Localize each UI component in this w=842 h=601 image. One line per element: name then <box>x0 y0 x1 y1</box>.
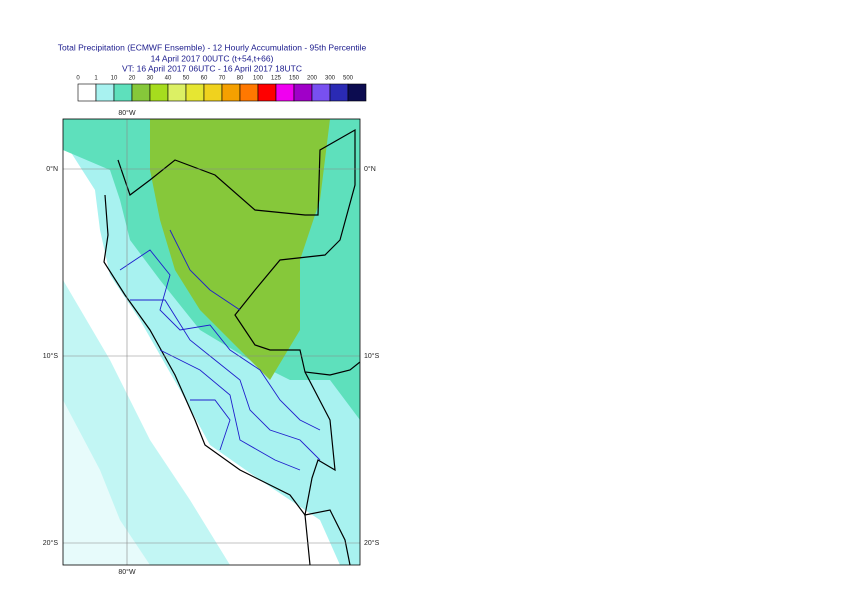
lon-label: 80°W <box>118 109 136 117</box>
legend-swatch <box>95 83 115 102</box>
legend-swatch <box>221 83 241 102</box>
lon-label: 80°W <box>118 568 136 576</box>
legend-level: 10 <box>111 76 118 82</box>
legend-level: 300 <box>325 76 336 82</box>
legend-swatch <box>77 83 97 102</box>
legend-swatch <box>113 83 133 102</box>
legend-level: 150 <box>289 76 300 82</box>
legend-swatch <box>275 83 295 102</box>
legend-level: 40 <box>165 76 172 82</box>
legend-level: 125 <box>271 76 282 82</box>
legend-level: 20 <box>129 76 136 82</box>
lat-label: 10°S <box>43 352 59 360</box>
legend-swatch <box>347 83 367 102</box>
legend-swatch <box>185 83 205 102</box>
legend-swatch <box>149 83 169 102</box>
legend-level: 100 <box>253 76 264 82</box>
legend-level: 0 <box>76 76 80 82</box>
legend-level: 80 <box>237 76 244 82</box>
legend-swatch <box>257 83 277 102</box>
title-line: 14 April 2017 00UTC (t+54,t+66) <box>151 53 274 63</box>
map-area <box>63 119 360 565</box>
lat-label: 20°S <box>364 539 380 547</box>
lat-label: 10°S <box>364 352 380 360</box>
legend-swatch <box>329 83 349 102</box>
legend-level: 500 <box>343 76 354 82</box>
legend-swatch <box>203 83 223 102</box>
lat-label: 20°S <box>43 539 59 547</box>
legend-level: 50 <box>183 76 190 82</box>
legend-swatch <box>293 83 313 102</box>
legend-level: 60 <box>201 76 208 82</box>
legend-swatch <box>239 83 259 102</box>
legend: 0 1 10 20 30 40 50 60 70 80 100 125 150 200 300 500 <box>76 76 367 102</box>
legend-level: 200 <box>307 76 318 82</box>
legend-level: 70 <box>219 76 226 82</box>
title-line: VT: 16 April 2017 06UTC - 16 April 2017 … <box>122 63 302 73</box>
legend-swatch <box>311 83 331 102</box>
legend-level: 30 <box>147 76 154 82</box>
lat-label: 0°N <box>46 165 58 173</box>
legend-level: 1 <box>94 76 98 82</box>
title-line: Total Precipitation (ECMWF Ensemble) - 1… <box>58 42 367 52</box>
lat-label: 0°N <box>364 165 376 173</box>
legend-swatch <box>167 83 187 102</box>
map-frame <box>62 118 361 566</box>
legend-swatch <box>131 83 151 102</box>
